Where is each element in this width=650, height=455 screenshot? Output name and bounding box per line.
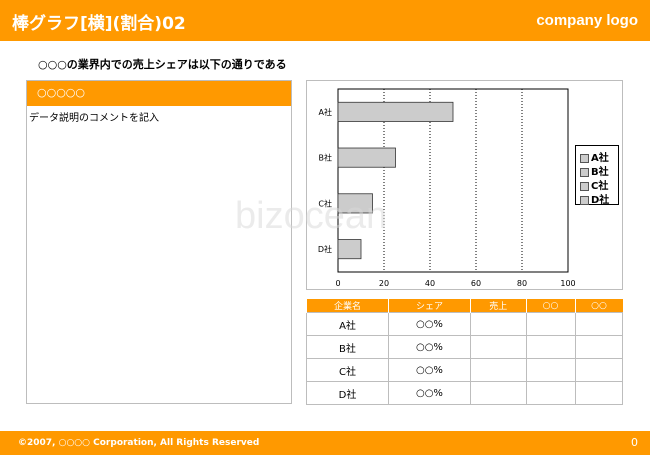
table-header-cell: ○○	[525, 299, 575, 313]
slide-title: 棒グラフ[横](割合)02	[12, 14, 186, 34]
table-row: B社 ○○%	[306, 335, 623, 359]
copyright-text: ©2007, ○○○○ Corporation, All Rights Rese…	[18, 438, 260, 448]
category-label: C社	[318, 198, 332, 208]
table-cell: C社	[306, 358, 389, 382]
legend-label: D社	[591, 195, 610, 206]
legend-swatch	[580, 195, 589, 205]
table-row: C社 ○○%	[306, 358, 623, 382]
comment-panel-header: ○○○○○	[27, 81, 291, 106]
comment-panel: ○○○○○ データ説明のコメントを記入	[26, 80, 292, 404]
bar	[337, 193, 373, 214]
bar	[337, 101, 454, 122]
category-label: B社	[319, 153, 333, 163]
table-row: D社 ○○%	[306, 381, 623, 405]
table-cell	[525, 312, 576, 336]
table-cell	[469, 358, 527, 382]
slide-subtitle: ○○○の業界内での売上シェアは以下の通りである	[38, 58, 287, 71]
table-cell: ○○%	[387, 358, 471, 382]
table-row: A社 ○○%	[306, 312, 623, 336]
legend-item: D社	[580, 191, 609, 206]
table-cell: A社	[306, 312, 389, 336]
watermark: bizocean	[235, 195, 388, 237]
legend-label: C社	[591, 181, 609, 192]
legend-label: B社	[591, 167, 609, 178]
table-cell	[525, 358, 576, 382]
table-cell	[469, 335, 527, 359]
chart-legend: A社 B社 C社 D社	[575, 145, 619, 206]
comment-text: データ説明のコメントを記入	[29, 113, 159, 124]
table-cell	[574, 335, 623, 359]
table-header-cell: 企業名	[306, 299, 389, 313]
x-tick-label: 20	[379, 279, 389, 288]
legend-label: A社	[591, 153, 609, 164]
table-cell	[525, 335, 576, 359]
table-cell: B社	[306, 335, 389, 359]
x-tick-label: 60	[471, 279, 481, 288]
table-cell	[574, 381, 623, 405]
footer-bar: ©2007, ○○○○ Corporation, All Rights Rese…	[0, 431, 650, 455]
table-header-row: 企業名 シェア 売上 ○○ ○○	[306, 299, 623, 313]
table-cell: ○○%	[387, 335, 471, 359]
bar-chart: 0 20 40 60 80 100 A社 B社 C社 D社	[318, 88, 576, 288]
x-tick-label: 80	[517, 279, 527, 288]
table-cell: ○○%	[387, 381, 471, 405]
category-label: A社	[319, 107, 332, 117]
table-header-cell: 売上	[469, 299, 527, 313]
header-bar: 棒グラフ[横](割合)02 company logo	[0, 0, 650, 43]
legend-swatch	[580, 167, 589, 177]
company-logo: company logo	[536, 12, 638, 29]
comment-panel-heading: ○○○○○	[37, 86, 85, 99]
category-label: D社	[318, 244, 332, 254]
data-table: 企業名 シェア 売上 ○○ ○○ A社 ○○% B社 ○○% C社 ○○% D社 ○○%	[306, 299, 623, 405]
table-cell	[574, 312, 623, 336]
x-tick-label: 40	[425, 279, 435, 288]
table-cell	[525, 381, 576, 405]
x-tick-label: 0	[335, 279, 340, 288]
chart-panel: 0 20 40 60 80 100 A社 B社 C社 D社	[306, 80, 623, 290]
table-cell	[469, 381, 527, 405]
legend-swatch	[580, 153, 589, 163]
legend-item: A社	[580, 149, 609, 164]
table-header-cell: シェア	[387, 299, 471, 313]
table-cell	[469, 312, 527, 336]
bar	[337, 239, 362, 260]
legend-item: B社	[580, 163, 609, 178]
legend-swatch	[580, 181, 589, 191]
table-header-cell: ○○	[574, 299, 623, 313]
table-cell: D社	[306, 381, 389, 405]
table-cell	[574, 358, 623, 382]
bar	[337, 147, 396, 168]
x-tick-label: 100	[560, 279, 575, 288]
page-number: 0	[631, 436, 638, 449]
table-cell: ○○%	[387, 312, 471, 336]
header-divider	[0, 41, 650, 43]
legend-item: C社	[580, 177, 608, 192]
